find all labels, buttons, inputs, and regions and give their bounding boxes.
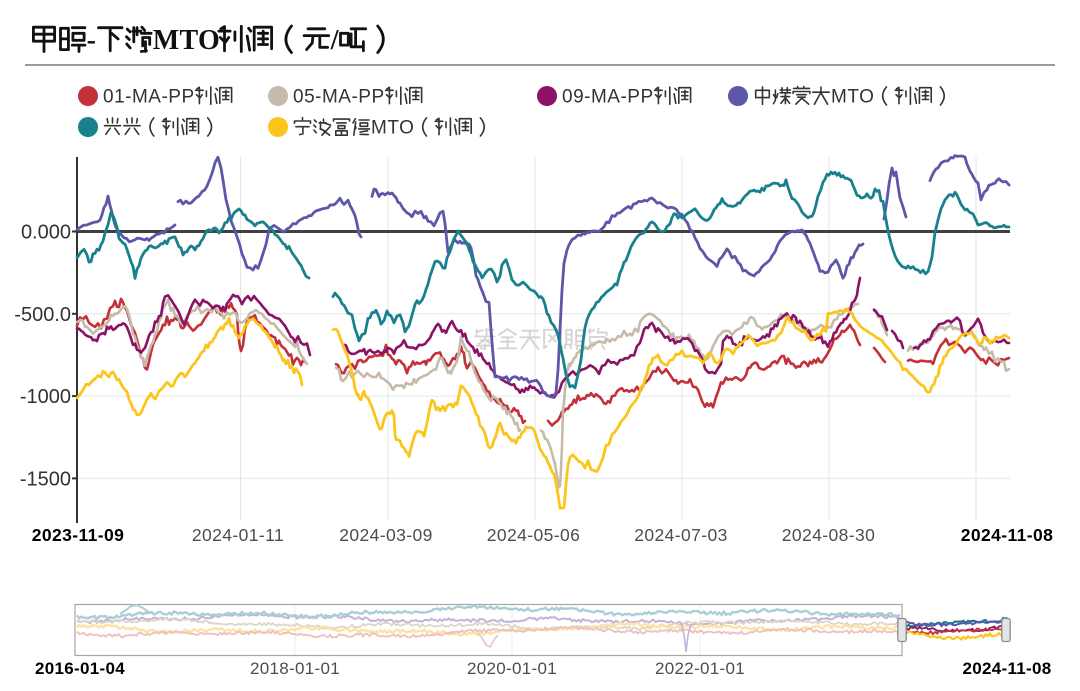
svg-text:2022-01-01: 2022-01-01 bbox=[655, 659, 745, 678]
svg-text:09-MA-PP: 09-MA-PP bbox=[562, 87, 654, 108]
svg-text:2020-01-01: 2020-01-01 bbox=[467, 659, 557, 678]
svg-text:-1000: -1000 bbox=[20, 386, 71, 408]
svg-text:2024-11-08: 2024-11-08 bbox=[961, 525, 1054, 545]
svg-text:/: / bbox=[330, 25, 340, 56]
svg-text:2024-05-06: 2024-05-06 bbox=[487, 525, 581, 545]
svg-text:0.000: 0.000 bbox=[21, 222, 71, 244]
svg-text:2024-08-30: 2024-08-30 bbox=[782, 525, 876, 545]
svg-text:-500.0: -500.0 bbox=[14, 304, 71, 326]
svg-text:01-MA-PP: 01-MA-PP bbox=[103, 87, 195, 108]
svg-text:2024-01-11: 2024-01-11 bbox=[192, 525, 284, 545]
svg-text:MTO: MTO bbox=[831, 87, 874, 108]
svg-text:-: - bbox=[87, 25, 97, 56]
svg-text:2023-11-09: 2023-11-09 bbox=[32, 525, 125, 545]
svg-text:2016-01-04: 2016-01-04 bbox=[35, 659, 125, 678]
svg-text:MTO: MTO bbox=[371, 118, 414, 139]
svg-text:05-MA-PP: 05-MA-PP bbox=[293, 87, 385, 108]
svg-text:2024-03-09: 2024-03-09 bbox=[339, 525, 433, 545]
svg-text:2024-11-08: 2024-11-08 bbox=[962, 659, 1051, 678]
svg-text:2024-07-03: 2024-07-03 bbox=[634, 525, 728, 545]
svg-text:2018-01-01: 2018-01-01 bbox=[250, 659, 340, 678]
svg-text:-1500: -1500 bbox=[20, 468, 71, 490]
svg-text:MTO: MTO bbox=[153, 25, 220, 56]
